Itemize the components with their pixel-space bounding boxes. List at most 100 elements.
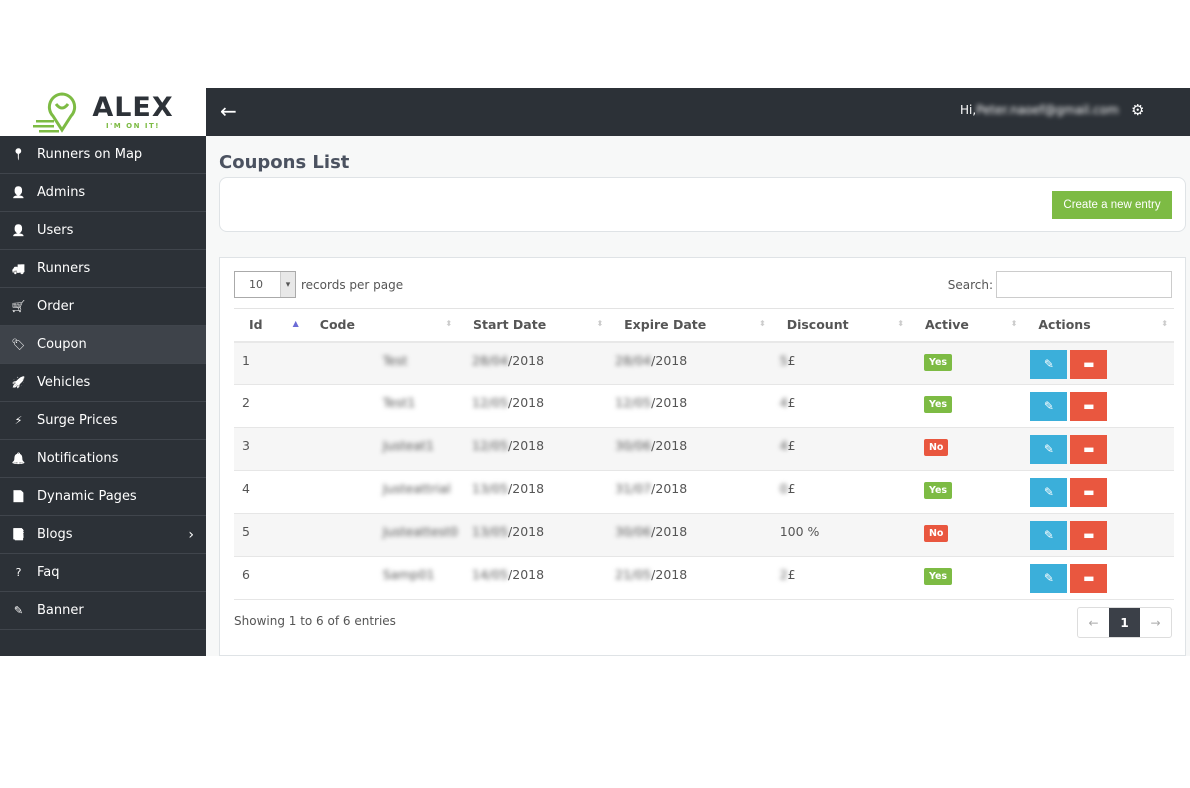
minus-icon: ▬ [1083,485,1095,499]
cell-id: 6 [234,556,305,600]
expire-date-year: /2018 [651,438,688,453]
cell-active: Yes [909,556,1024,600]
sidebar-item-label: Coupon [37,337,87,352]
prev-page-button[interactable]: ← [1088,615,1099,630]
cell-actions: ✎ ▬ [1023,470,1174,514]
table-row: 1 Test 28/04/2018 28/04/2018 5£ Yes ✎ ▬ [234,341,1174,385]
delete-button[interactable]: ▬ [1070,392,1108,421]
truck-icon: 🚚 [11,262,26,275]
column-header-code[interactable]: Code ⬍ [304,308,459,343]
question-icon: ? [15,566,22,579]
expire-date-blurred: 31/07 [615,481,652,496]
sidebar-item-label: Order [37,299,74,314]
sidebar-item-label: Runners on Map [37,147,143,162]
sidebar-item-label: Vehicles [37,375,91,390]
pencil-icon: ✎ [1043,356,1054,371]
edit-button[interactable]: ✎ [1030,521,1068,550]
cell-id: 1 [234,341,305,385]
greeting-label: Hi, [960,103,977,117]
sidebar-item-admins[interactable]: 👤 Admins [0,174,206,212]
delete-button[interactable]: ▬ [1070,478,1108,507]
edit-button[interactable]: ✎ [1030,349,1068,379]
user-greeting[interactable]: Hi,Peter.naoef@gmail.com [960,103,1119,117]
sidebar-item-surge-prices[interactable]: ⚡ Surge Prices [0,402,206,440]
column-header-discount[interactable]: Discount ⬍ [771,308,910,343]
active-badge: Yes [923,396,953,413]
discount-unit: £ [787,352,796,368]
records-per-page-value: 10 [249,278,263,291]
sidebar-item-banner[interactable]: ✎ Banner [0,592,206,630]
sidebar-item-users[interactable]: 👤 Users [0,212,206,250]
expire-date-year: /2018 [651,481,688,496]
cell-actions: ✎ ▬ [1023,513,1174,557]
sidebar-item-runners[interactable]: 🚚 Runners [0,250,206,288]
discount-blurred: 0 [779,481,788,496]
expire-date-blurred: 30/06 [615,438,652,453]
next-page-button[interactable]: → [1150,615,1161,630]
column-label: Expire Date [624,317,707,333]
discount-blurred: 2 [779,567,788,582]
cell-id: 5 [234,513,305,557]
code-value: Justeattrial [382,481,451,496]
cell-discount: 5£ [771,341,910,385]
sort-ascending-icon: ▲ [292,319,299,328]
page-1-button[interactable]: 1 [1109,608,1140,637]
minus-icon: ▬ [1083,399,1095,413]
edit-button[interactable]: ✎ [1030,435,1068,464]
delete-button[interactable]: ▬ [1070,521,1108,550]
delete-button[interactable]: ▬ [1070,349,1108,379]
active-badge: Yes [923,353,953,371]
edit-button[interactable]: ✎ [1030,478,1068,507]
bell-icon: 🔔 [11,452,26,465]
cell-discount: 0£ [771,470,910,514]
sidebar-item-label: Blogs [37,527,73,542]
column-header-start-date[interactable]: Start Date ⬍ [458,308,610,343]
expire-date-blurred: 21/05 [615,567,652,582]
back-arrow-icon[interactable]: ← [220,99,237,123]
edit-button[interactable]: ✎ [1030,392,1068,421]
cell-start-date: 14/05/2018 [458,556,610,600]
records-per-page-select[interactable]: 10 ▾ [234,271,296,298]
top-bar: ← Hi,Peter.naoef@gmail.com ⚙ [206,88,1190,136]
sidebar-item-coupon[interactable]: 🏷 Coupon [0,326,206,364]
sidebar-item-runners-on-map[interactable]: 📍 Runners on Map [0,136,206,174]
edit-button[interactable]: ✎ [1030,564,1068,593]
column-header-actions[interactable]: Actions ⬍ [1023,308,1174,343]
sidebar-item-blogs[interactable]: 📑 Blogs › [0,516,206,554]
start-date-year: /2018 [508,438,545,453]
sidebar-item-faq[interactable]: ? Faq [0,554,206,592]
sidebar-item-label: Surge Prices [37,413,118,428]
column-header-active[interactable]: Active ⬍ [909,308,1024,343]
cell-code: Test [304,341,459,385]
pencil-icon: ✎ [1043,485,1054,499]
sidebar-item-vehicles[interactable]: 🚀 Vehicles [0,364,206,402]
start-date-blurred: 12/05 [472,395,509,410]
column-label: Code [319,317,355,333]
logo-tagline: I'M ON IT! [106,122,160,130]
actions-panel: Create a new entry [219,177,1186,232]
cell-discount: 100 % [771,513,910,557]
cell-discount: 4£ [771,384,910,428]
start-date-year: /2018 [508,567,545,582]
pencil-icon: ✎ [1043,571,1054,585]
sidebar-item-label: Faq [37,565,60,580]
logo[interactable]: ALEX I'M ON IT! [0,88,206,136]
delete-button[interactable]: ▬ [1070,435,1108,464]
sidebar-item-order[interactable]: 🛒 Order [0,288,206,326]
inactive-badge: No [923,525,949,542]
sidebar-item-label: Admins [37,185,86,200]
tag-icon: 🏷 [11,338,26,351]
pencil-icon: ✎ [1043,399,1054,413]
gear-icon[interactable]: ⚙ [1131,101,1145,119]
sidebar-item-notifications[interactable]: 🔔 Notifications [0,440,206,478]
column-header-id[interactable]: Id ▲ [234,308,305,343]
expire-date-blurred: 30/06 [615,524,652,539]
minus-icon: ▬ [1083,528,1095,542]
sidebar-item-dynamic-pages[interactable]: 📄 Dynamic Pages [0,478,206,516]
code-value: Justeat1 [382,438,435,453]
cell-start-date: 13/05/2018 [458,513,610,557]
search-input[interactable] [996,271,1172,298]
delete-button[interactable]: ▬ [1070,564,1108,593]
create-entry-button[interactable]: Create a new entry [1052,191,1172,219]
column-header-expire-date[interactable]: Expire Date ⬍ [609,308,772,343]
